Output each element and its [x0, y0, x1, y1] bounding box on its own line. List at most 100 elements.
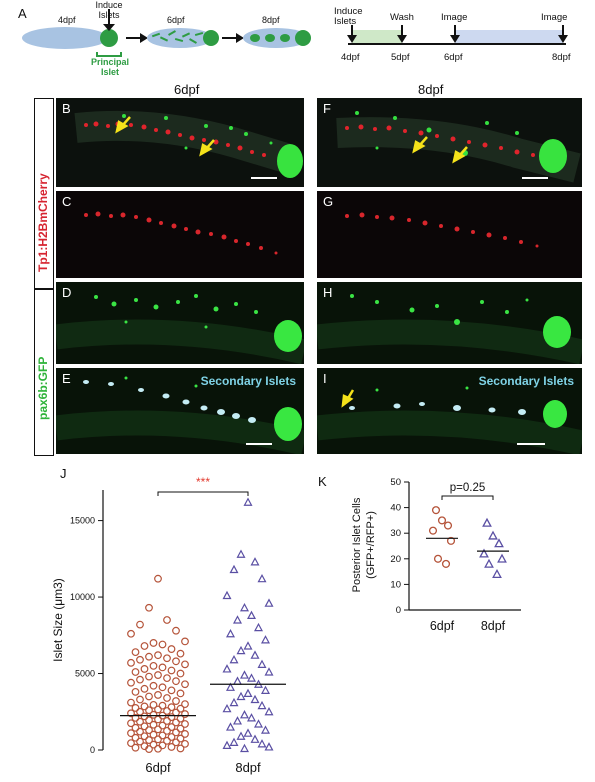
- j-point-6dpf: [176, 734, 185, 743]
- timeline-induce-line1: Induce: [334, 6, 363, 17]
- j-point-6dpf: [154, 671, 162, 679]
- k-point-6dpf: [446, 536, 456, 545]
- j-point-6dpf: [181, 660, 189, 669]
- j-point-6dpf: [131, 743, 140, 752]
- j-point-6dpf: [163, 717, 171, 725]
- j-point-8dpf: [236, 691, 246, 701]
- j-significance-label: ***: [196, 475, 210, 489]
- micrograph-c-image: [56, 191, 304, 278]
- k-point-6dpf: [443, 521, 453, 530]
- j-point-8dpf: [243, 497, 253, 506]
- j-point-6dpf: [127, 719, 135, 728]
- imaging-window: [455, 30, 563, 44]
- micrograph-e-image: [56, 368, 304, 454]
- panel-letter-d: D: [62, 285, 72, 300]
- j-point-8dpf: [243, 688, 253, 698]
- j-point-6dpf: [181, 680, 189, 689]
- k-y-axis-label-line2: (GFP+/RFP+): [365, 511, 377, 579]
- j-point-8dpf: [246, 673, 257, 682]
- induce-label-line2: Islets: [98, 10, 120, 20]
- j-point-8dpf: [260, 725, 271, 734]
- panel-letter-j: J: [60, 466, 67, 481]
- j-point-8dpf: [264, 742, 274, 751]
- chart-j: 0 5000 10000 15000 Islet Size (μm3) 6dpf 8dpf *…: [51, 475, 286, 775]
- secondary-islets-label-i: Secondary Islets: [478, 374, 574, 388]
- j-point-6dpf: [131, 704, 140, 712]
- j-point-6dpf: [149, 661, 158, 670]
- j-point-6dpf: [136, 655, 144, 664]
- j-point-6dpf: [140, 702, 149, 711]
- j-point-8dpf: [229, 697, 239, 707]
- j-point-6dpf: [158, 721, 167, 730]
- panel-letter-f: F: [323, 101, 331, 116]
- j-point-6dpf: [176, 689, 185, 698]
- k-point-6dpf: [441, 559, 451, 568]
- j-point-6dpf: [167, 733, 176, 741]
- j-point-6dpf: [136, 620, 144, 629]
- timeline-induce-line2: Islets: [334, 16, 357, 27]
- panel-letter-g: G: [323, 194, 334, 209]
- j-point-8dpf: [222, 664, 232, 673]
- micrograph-c: C: [56, 191, 304, 278]
- j-point-6dpf: [145, 736, 153, 744]
- j-point-6dpf: [131, 733, 140, 742]
- j-point-8dpf: [236, 731, 246, 740]
- micrograph-d: D: [56, 282, 304, 364]
- panel-letter-e: E: [62, 371, 71, 386]
- j-point-6dpf: [163, 654, 171, 663]
- j-point-6dpf: [163, 736, 171, 745]
- micrograph-e: E Secondary Islets: [56, 368, 304, 454]
- micrograph-d-image: [56, 282, 304, 364]
- j-point-8dpf: [264, 706, 274, 716]
- treatment-window: [352, 30, 402, 44]
- j-point-6dpf: [136, 717, 144, 726]
- j-ytick-label-3: 15000: [70, 516, 95, 526]
- j-point-6dpf: [127, 739, 135, 748]
- j-point-6dpf: [145, 726, 153, 735]
- k-point-8dpf: [494, 538, 504, 548]
- j-x-label-0: 6dpf: [145, 760, 171, 775]
- panel-letter-c: C: [62, 194, 72, 209]
- j-point-6dpf: [163, 674, 171, 683]
- induce-islets-label: Induce Islets: [89, 0, 129, 20]
- j-point-6dpf: [167, 703, 176, 712]
- j-point-6dpf: [136, 727, 144, 736]
- j-point-8dpf: [246, 713, 257, 722]
- j-point-6dpf: [145, 745, 153, 753]
- k-point-8dpf: [497, 553, 507, 563]
- j-point-6dpf: [172, 738, 180, 747]
- j-point-8dpf: [257, 700, 267, 710]
- j-point-6dpf: [140, 732, 149, 741]
- principal-label-line1: Principal: [90, 57, 129, 67]
- j-point-6dpf: [158, 683, 167, 692]
- k-pvalue-label: p=0.25: [450, 482, 486, 494]
- k-point-6dpf: [428, 526, 438, 535]
- j-point-6dpf: [167, 723, 176, 731]
- micrograph-b: B: [56, 98, 304, 187]
- j-point-8dpf: [260, 635, 271, 644]
- j-point-6dpf: [154, 574, 162, 583]
- secondary-islets-label-e: Secondary Islets: [200, 374, 296, 388]
- j-point-6dpf: [163, 707, 171, 715]
- secondary-islets-8dpf: [250, 34, 290, 42]
- j-point-8dpf: [250, 694, 260, 704]
- embryo-4dpf: [22, 27, 108, 49]
- j-point-6dpf: [140, 722, 149, 731]
- j-point-6dpf: [154, 725, 162, 734]
- j-point-6dpf: [127, 698, 135, 707]
- micrograph-f: F: [317, 98, 582, 187]
- j-point-6dpf: [154, 651, 162, 660]
- stage-arrow-2-head: [236, 33, 244, 43]
- k-ytick-label-4: 40: [390, 503, 401, 514]
- j-point-8dpf: [243, 641, 253, 650]
- timeline-day-6dpf: 6dpf: [444, 52, 463, 63]
- j-point-8dpf: [253, 719, 264, 728]
- j-point-6dpf: [163, 694, 171, 702]
- micrograph-h: H: [317, 282, 582, 364]
- panel-letter-k: K: [318, 474, 327, 489]
- j-point-6dpf: [172, 718, 180, 727]
- j-point-6dpf: [167, 743, 176, 751]
- j-point-8dpf: [257, 573, 267, 583]
- j-point-6dpf: [127, 629, 135, 638]
- stage-arrow-1-head: [140, 33, 148, 43]
